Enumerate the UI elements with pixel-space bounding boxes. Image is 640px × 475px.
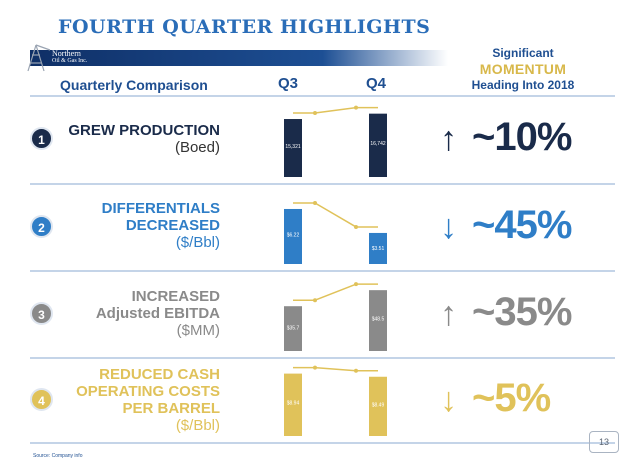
logo-line-2: Oil & Gas Inc. [52, 58, 88, 64]
bar-value-label: $6.22 [287, 233, 300, 239]
bar-value-label: $3.51 [372, 246, 385, 252]
row-label-line: OPERATING COSTS [76, 383, 220, 400]
trend-point [354, 105, 358, 110]
row-label-line: DIFFERENTIALS [101, 200, 220, 217]
trend-point [354, 368, 358, 373]
bar-q3 [284, 208, 302, 264]
row-change: ↓ ~5% [440, 376, 610, 421]
bar-q3 [284, 306, 302, 351]
row-change: ↑ ~35% [440, 290, 610, 335]
change-value: ~35% [472, 289, 572, 334]
trend-point [313, 111, 317, 116]
source-note: Source: Company info [33, 453, 83, 459]
change-value: ~45% [472, 202, 572, 247]
logo-line-1: Northern [52, 49, 81, 58]
q4-header: Q4 [366, 75, 387, 92]
page-title: FOURTH QUARTER HIGHLIGHTS [58, 16, 431, 38]
divider [30, 357, 615, 359]
trend-line [314, 283, 357, 301]
row-number-badge: 3 [30, 301, 53, 325]
quarterly-comparison-label: Quarterly Comparison [60, 77, 208, 93]
divider [30, 95, 615, 97]
row-label-line: Adjusted EBITDA [95, 305, 220, 322]
trend-point [354, 224, 358, 229]
row-label-line: INCREASED [131, 288, 220, 305]
trend-point [313, 298, 317, 303]
bar-q4 [369, 290, 387, 351]
row-label-line: GREW PRODUCTION [68, 122, 220, 139]
momentum-line-1: Significant [492, 46, 554, 60]
arrow-up-icon: ↑ [440, 294, 457, 333]
bar-q4 [369, 376, 387, 436]
arrow-down-icon: ↓ [440, 380, 457, 419]
page-number: 13 [589, 431, 619, 453]
row-label: REDUCED CASH OPERATING COSTS PER BARREL ($/… [76, 366, 220, 434]
header-band [30, 50, 448, 66]
trend-point [354, 282, 358, 287]
row-number-badge: 4 [30, 387, 53, 411]
change-value: ~10% [472, 115, 572, 159]
bar-q3 [284, 373, 302, 436]
arrow-down-icon: ↓ [440, 207, 457, 246]
logo-wordmark: Northern Oil & Gas Inc. [52, 50, 87, 65]
row-label: DIFFERENTIALS DECREASED ($/Bbl) [102, 200, 220, 251]
row-unit: ($/Bbl) [175, 417, 220, 434]
row-number-badge: 2 [30, 214, 53, 238]
momentum-line-3: Heading Into 2018 [471, 78, 575, 92]
row-unit: (Boed) [174, 139, 220, 156]
row-unit: ($MM) [176, 322, 220, 339]
bar-value-label: $35.7 [287, 325, 300, 331]
row-label-line: REDUCED CASH [99, 366, 220, 383]
bar-q4 [369, 113, 387, 177]
bar-value-label: 15,321 [285, 144, 301, 150]
bar-q4 [369, 232, 387, 264]
bar-value-label: $48.5 [372, 317, 385, 323]
row-change: ↓ ~45% [440, 203, 610, 248]
divider [30, 183, 615, 185]
row-change: ↑ ~10% [440, 115, 610, 160]
oil-derrick-icon [27, 44, 51, 72]
divider [30, 270, 615, 272]
bar-value-label: $8.49 [372, 402, 385, 408]
bar-value-label: 16,742 [370, 141, 386, 147]
trend-line [314, 106, 357, 114]
bar-value-label: $8.94 [287, 401, 300, 407]
arrow-up-icon: ↑ [440, 120, 457, 158]
bar-q3 [284, 119, 302, 177]
divider [30, 442, 615, 444]
trend-line [314, 366, 357, 372]
trend-line [314, 202, 357, 228]
company-logo [27, 44, 51, 72]
change-value: ~5% [472, 375, 551, 420]
momentum-line-2: MOMENTUM [479, 61, 567, 77]
row-label-line: DECREASED [125, 217, 220, 234]
row-number-badge: 1 [30, 127, 53, 150]
trend-point [313, 365, 317, 370]
row-label: GREW PRODUCTION (Boed) [68, 122, 220, 156]
row-label-line: PER BARREL [122, 400, 220, 417]
row-unit: ($/Bbl) [175, 234, 220, 251]
row-label: INCREASED Adjusted EBITDA ($MM) [96, 288, 220, 339]
q3-header: Q3 [278, 75, 299, 92]
trend-point [313, 200, 317, 205]
